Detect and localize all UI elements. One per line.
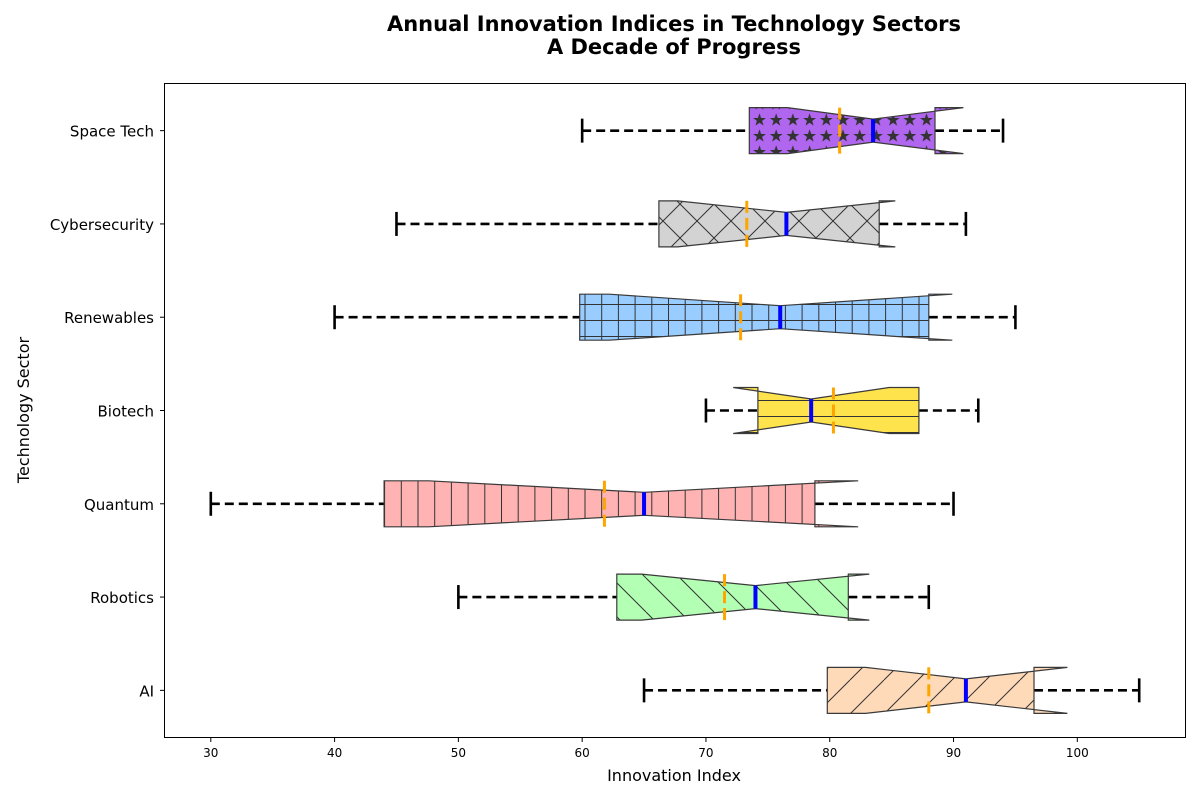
y-tick-label-robotics: Robotics <box>90 589 154 607</box>
plot-area-frame <box>164 83 1186 738</box>
box-robotics <box>616 573 870 621</box>
y-tick-label-biotech: Biotech <box>98 403 155 421</box>
x-axis-label: Innovation Index <box>607 766 741 785</box>
x-tick-label-50: 50 <box>451 746 466 760</box>
chart-subtitle: A Decade of Progress <box>547 35 801 59</box>
x-axis-ticks: 30 40 50 60 70 80 90 100 <box>203 737 1089 760</box>
box-ai <box>826 666 1068 715</box>
chart-title: Annual Innovation Indices in Technology … <box>387 12 961 36</box>
y-tick-label-space-tech: Space Tech <box>70 123 154 141</box>
box-biotech <box>733 386 920 435</box>
x-tick-label-30: 30 <box>203 746 218 760</box>
y-tick-label-cybersecurity: Cybersecurity <box>50 216 154 234</box>
box-space-tech <box>748 106 964 155</box>
y-axis-label: Technology Sector <box>14 337 33 485</box>
box-renewables <box>579 293 953 341</box>
x-tick-label-90: 90 <box>946 746 961 760</box>
box-group-robotics <box>457 573 931 621</box>
y-tick-label-renewables: Renewables <box>64 309 154 327</box>
box-cybersecurity <box>658 200 896 248</box>
box-quantum <box>383 480 859 528</box>
x-tick-label-60: 60 <box>575 746 590 760</box>
box-group-space-tech <box>580 106 1005 155</box>
box-group-renewables <box>333 293 1017 341</box>
y-tick-label-quantum: Quantum <box>84 496 154 514</box>
box-group-ai <box>642 666 1141 715</box>
box-group-quantum <box>209 480 955 528</box>
y-axis-ticks: AI Robotics Quantum Biotech Renewables Cybers… <box>50 123 165 700</box>
x-tick-label-80: 80 <box>822 746 837 760</box>
y-tick-label-ai: AI <box>139 682 154 700</box>
x-tick-label-70: 70 <box>698 746 713 760</box>
x-tick-label-40: 40 <box>327 746 342 760</box>
box-group-biotech <box>704 386 980 435</box>
boxes-layer <box>209 106 1141 715</box>
x-tick-label-100: 100 <box>1066 746 1089 760</box>
box-group-cybersecurity <box>395 200 968 248</box>
